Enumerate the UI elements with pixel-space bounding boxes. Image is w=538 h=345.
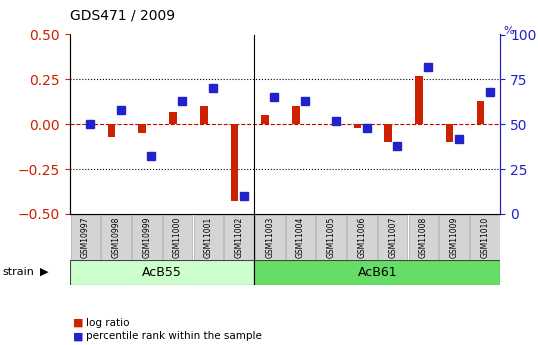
Text: GSM10998: GSM10998 bbox=[111, 217, 121, 258]
Text: ■: ■ bbox=[73, 318, 83, 327]
Bar bbox=[446, 124, 454, 142]
Text: GDS471 / 2009: GDS471 / 2009 bbox=[70, 8, 175, 22]
FancyBboxPatch shape bbox=[255, 215, 285, 259]
Text: GSM11007: GSM11007 bbox=[388, 217, 397, 258]
FancyBboxPatch shape bbox=[470, 215, 500, 259]
Text: strain: strain bbox=[3, 267, 34, 277]
FancyBboxPatch shape bbox=[101, 215, 131, 259]
Text: GSM11004: GSM11004 bbox=[296, 217, 305, 258]
Text: log ratio: log ratio bbox=[86, 318, 130, 327]
Text: GSM11008: GSM11008 bbox=[419, 217, 428, 258]
Text: GSM11002: GSM11002 bbox=[235, 217, 244, 258]
Text: GSM10997: GSM10997 bbox=[81, 216, 90, 258]
Text: GSM10999: GSM10999 bbox=[142, 216, 151, 258]
Text: AcB61: AcB61 bbox=[358, 266, 397, 279]
FancyBboxPatch shape bbox=[194, 215, 223, 259]
Text: ▶: ▶ bbox=[40, 267, 49, 277]
Bar bbox=[231, 124, 238, 201]
FancyBboxPatch shape bbox=[440, 215, 469, 259]
FancyBboxPatch shape bbox=[254, 260, 500, 285]
Bar bbox=[108, 124, 115, 137]
FancyBboxPatch shape bbox=[224, 215, 254, 259]
Bar bbox=[200, 106, 208, 124]
Text: percentile rank within the sample: percentile rank within the sample bbox=[86, 332, 262, 341]
FancyBboxPatch shape bbox=[70, 260, 254, 285]
FancyBboxPatch shape bbox=[409, 215, 438, 259]
Bar bbox=[138, 124, 146, 133]
Text: AcB55: AcB55 bbox=[142, 266, 182, 279]
Text: GSM11006: GSM11006 bbox=[357, 217, 366, 258]
Text: GSM11003: GSM11003 bbox=[265, 217, 274, 258]
FancyBboxPatch shape bbox=[316, 215, 346, 259]
Text: GSM11005: GSM11005 bbox=[327, 217, 336, 258]
Text: GSM11009: GSM11009 bbox=[450, 217, 459, 258]
FancyBboxPatch shape bbox=[132, 215, 161, 259]
FancyBboxPatch shape bbox=[70, 215, 100, 259]
Bar bbox=[292, 106, 300, 124]
FancyBboxPatch shape bbox=[163, 215, 192, 259]
Text: GSM11000: GSM11000 bbox=[173, 217, 182, 258]
Bar bbox=[353, 124, 361, 128]
FancyBboxPatch shape bbox=[378, 215, 407, 259]
Text: GSM11010: GSM11010 bbox=[480, 217, 490, 258]
Bar bbox=[169, 112, 177, 124]
Text: %: % bbox=[503, 26, 514, 36]
Text: GSM11001: GSM11001 bbox=[204, 217, 213, 258]
FancyBboxPatch shape bbox=[347, 215, 377, 259]
Bar bbox=[477, 101, 484, 124]
FancyBboxPatch shape bbox=[286, 215, 315, 259]
Bar bbox=[384, 124, 392, 142]
Text: ■: ■ bbox=[73, 332, 83, 341]
Bar bbox=[415, 76, 423, 124]
Bar bbox=[261, 115, 269, 124]
